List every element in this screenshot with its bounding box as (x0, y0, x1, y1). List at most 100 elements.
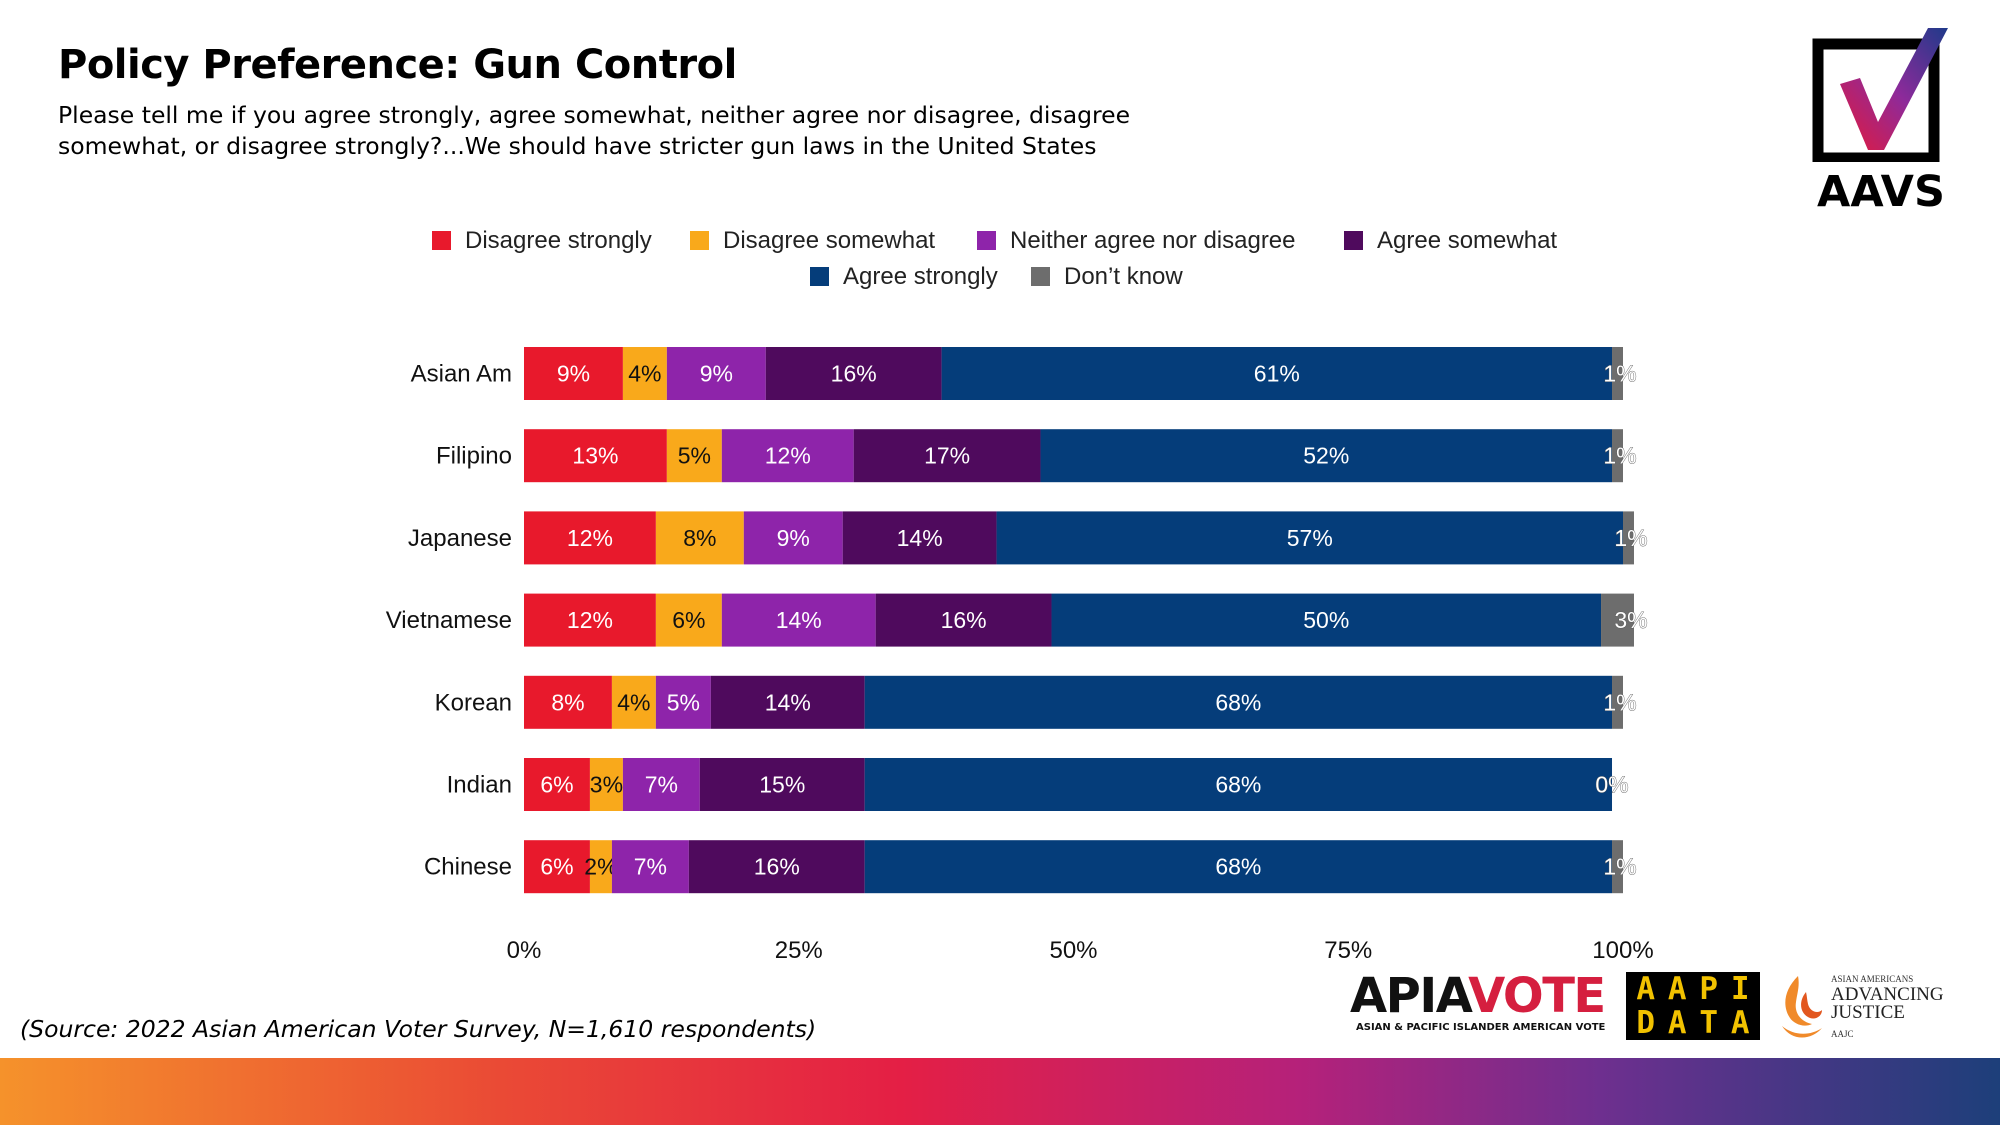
aapidata-letter: A (1667, 1005, 1687, 1041)
legend-label: Agree somewhat (1377, 227, 1557, 254)
aapidata-logo: A A P I D A T A (1626, 972, 1760, 1040)
bar-row-chinese: Chinese 6% 2% 7% 16% 68% 1% (424, 840, 1637, 894)
legend-swatch (1344, 231, 1363, 250)
category-label: Filipino (436, 443, 512, 470)
aapidata-letter: A (1667, 971, 1687, 1007)
bar-segment-agree-somewhat (853, 429, 1041, 483)
bar-segment-disagree-strongly (524, 511, 656, 565)
data-label: 3% (1614, 607, 1647, 633)
data-label: 16% (831, 361, 877, 387)
flame-icon (1782, 976, 1822, 1038)
legend-swatch (977, 231, 996, 250)
bar-rows: Asian Am 9% 4% 9% 16% 61% 1% Filipino 13% 5% 12% 17… (386, 347, 1648, 894)
data-label: 14% (765, 689, 811, 715)
bar-segment-neither-agree-nor-disagree (743, 511, 843, 565)
data-label: 9% (557, 361, 590, 387)
footer-gradient-band (0, 1058, 2000, 1125)
x-tick-label: 25% (775, 937, 823, 964)
category-label: Japanese (408, 525, 512, 552)
aajc-line4: AAJC (1831, 1029, 1854, 1039)
data-label: 15% (759, 772, 805, 798)
bar-row-vietnamese: Vietnamese 12% 6% 14% 16% 50% 3% (386, 593, 1648, 647)
data-label: 16% (941, 607, 987, 633)
legend-label: Agree strongly (843, 263, 998, 290)
bar-segment-agree-somewhat (710, 675, 865, 729)
bar-row-filipino: Filipino 13% 5% 12% 17% 52% 1% (436, 429, 1637, 483)
data-label: 4% (628, 361, 661, 387)
apiavote-logo-vote: VOTE (1468, 968, 1606, 1024)
data-label: 7% (634, 854, 667, 880)
aajc-line1: ASIAN AMERICANS (1831, 974, 1914, 984)
bar-row-indian: Indian 6% 3% 7% 15% 68% 0% (447, 758, 1629, 811)
bar-segment-disagree-somewhat (666, 429, 722, 483)
data-label: 8% (551, 689, 584, 715)
bar-segment-agree-strongly (996, 511, 1623, 565)
data-label: 0% (1595, 772, 1628, 798)
aapidata-letter: T (1699, 1005, 1719, 1041)
bar-segment-agree-somewhat (699, 758, 865, 811)
bar-segment-disagree-strongly (524, 347, 623, 400)
bar-segment-disagree-strongly (524, 840, 590, 894)
category-label: Asian Am (411, 361, 512, 388)
bar-segment-don-t-know (1601, 593, 1634, 647)
bar-segment-agree-somewhat (842, 511, 997, 565)
data-label: 61% (1254, 361, 1300, 387)
bar-segment-agree-strongly (864, 675, 1613, 729)
bar-segment-agree-strongly (1051, 593, 1602, 647)
bar-segment-disagree-strongly (524, 675, 612, 729)
category-label: Korean (435, 689, 512, 716)
data-label: 7% (645, 772, 678, 798)
bar-segment-agree-somewhat (765, 347, 942, 400)
bar-segment-don-t-know (1612, 675, 1623, 729)
x-tick-label: 50% (1049, 937, 1097, 964)
bar-segment-neither-agree-nor-disagree (655, 675, 711, 729)
legend-swatch (690, 231, 709, 250)
aapidata-letter: A (1730, 1005, 1750, 1041)
bar-segment-disagree-somewhat (622, 347, 667, 400)
data-label: 12% (567, 607, 613, 633)
stacked-bar-chart: Disagree strongly Disagree somewhat Neithe… (386, 227, 1654, 964)
apiavote-tagline: ASIAN & PACIFIC ISLANDER AMERICAN VOTE (1356, 1022, 1606, 1033)
chart-subtitle: Please tell me if you agree strongly, ag… (58, 101, 1131, 160)
bar-segment-agree-strongly (864, 758, 1613, 811)
checkbox-check-icon (1812, 28, 1948, 164)
bar-segment-disagree-somewhat (655, 511, 744, 565)
data-label: 16% (754, 854, 800, 880)
x-tick-label: 0% (507, 937, 542, 964)
aapidata-letter: A (1636, 971, 1656, 1007)
data-label: 3% (590, 772, 623, 798)
data-label: 68% (1215, 854, 1261, 880)
aajc-line2: ADVANCING (1831, 984, 1944, 1005)
bar-segment-agree-strongly (864, 840, 1613, 894)
chart-title: Policy Preference: Gun Control (58, 42, 737, 88)
data-label: 6% (672, 607, 705, 633)
bar-segment-disagree-somewhat (611, 675, 656, 729)
data-label: 8% (683, 525, 716, 551)
bar-segment-agree-somewhat (688, 840, 865, 894)
category-label: Vietnamese (386, 607, 512, 634)
data-label: 1% (1603, 854, 1636, 880)
data-label: 13% (572, 443, 618, 469)
aapidata-letter: D (1636, 1005, 1656, 1041)
legend-item-agree-strongly: Agree strongly (810, 263, 998, 290)
bar-segment-don-t-know (1612, 840, 1623, 894)
bar-segment-don-t-know (1612, 347, 1623, 400)
aapidata-letter: I (1730, 971, 1750, 1007)
data-label: 6% (540, 854, 573, 880)
legend-label: Disagree somewhat (723, 227, 935, 254)
data-label: 12% (765, 443, 811, 469)
bar-segment-disagree-strongly (524, 593, 656, 647)
bar-row-japanese: Japanese 12% 8% 9% 14% 57% 1% (408, 511, 1648, 565)
source-note: (Source: 2022 Asian American Voter Surve… (20, 1015, 817, 1043)
data-label: 5% (667, 689, 700, 715)
data-label: 17% (924, 443, 970, 469)
bar-segment-agree-strongly (1040, 429, 1613, 483)
aajc-line3: JUSTICE (1831, 1002, 1905, 1023)
data-label: 52% (1303, 443, 1349, 469)
bar-row-asian-am: Asian Am 9% 4% 9% 16% 61% 1% (411, 347, 1637, 400)
legend-item-neither-agree-nor-disagree: Neither agree nor disagree (977, 227, 1296, 254)
aavs-logo: AAVS (1810, 22, 1960, 217)
x-tick-label: 100% (1592, 937, 1653, 964)
category-label: Chinese (424, 854, 512, 881)
data-label: 4% (617, 689, 650, 715)
